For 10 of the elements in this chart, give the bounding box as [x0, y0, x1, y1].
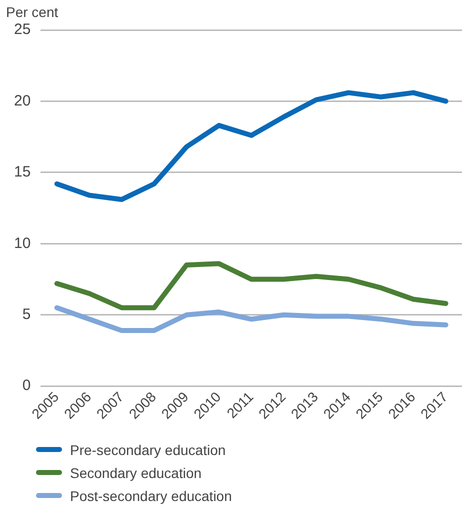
y-axis-title: Per cent [6, 4, 58, 20]
y-tick-label: 5 [22, 306, 31, 324]
y-tick-label: 0 [22, 377, 31, 394]
legend-label: Post-secondary education [70, 488, 232, 504]
y-tick-label: 25 [14, 21, 31, 38]
legend-label: Secondary education [70, 464, 202, 480]
legend-label: Pre-secondary education [70, 442, 226, 458]
y-tick-label: 20 [14, 92, 31, 110]
y-tick-label: 15 [14, 164, 31, 181]
y-tick-label: 10 [14, 234, 31, 252]
